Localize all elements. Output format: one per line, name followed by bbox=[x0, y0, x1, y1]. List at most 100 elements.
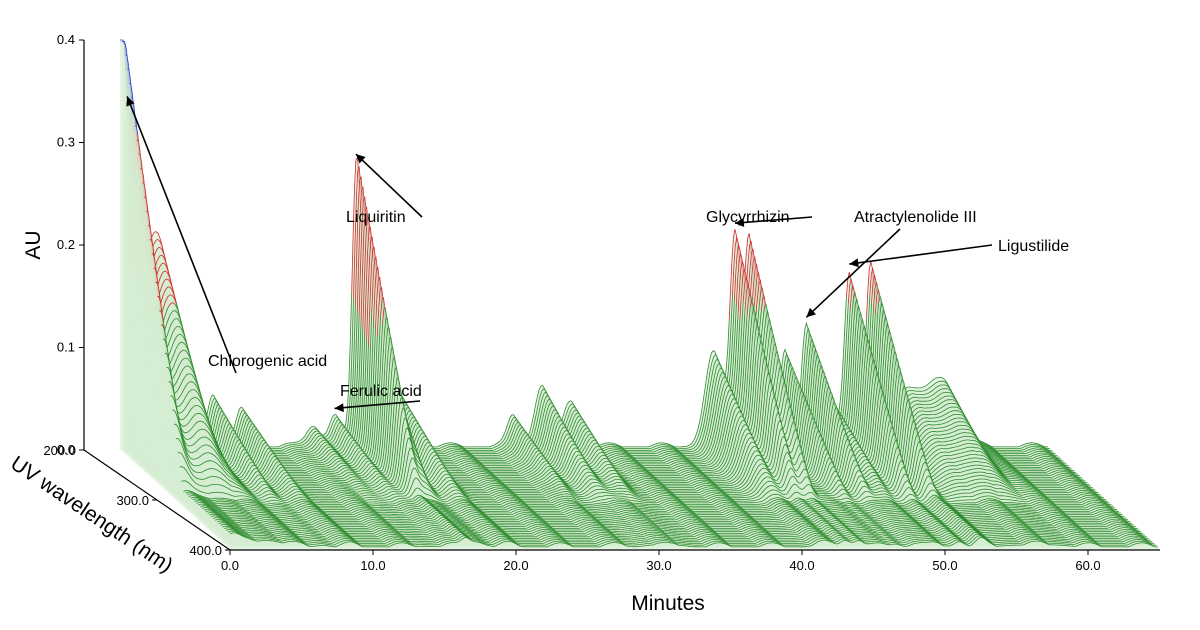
trace-line bbox=[203, 508, 1132, 524]
x-tick-label: 20.0 bbox=[503, 558, 528, 573]
trace-line bbox=[163, 294, 177, 308]
trace-line bbox=[753, 271, 761, 307]
trace-line bbox=[192, 498, 1121, 514]
trace-line bbox=[168, 381, 1097, 492]
annotation-label: Ferulic acid bbox=[340, 383, 422, 400]
spectral-traces bbox=[120, 39, 1160, 550]
trace-line bbox=[853, 292, 856, 299]
trace-line bbox=[163, 328, 1090, 485]
x-axis-title: Minutes bbox=[631, 592, 705, 615]
trace-line bbox=[186, 493, 1116, 509]
trace-line bbox=[156, 278, 176, 303]
y-tick-label: 0.2 bbox=[57, 237, 75, 252]
trace-line bbox=[384, 308, 1075, 472]
trace-line bbox=[198, 503, 1127, 519]
trace-line bbox=[847, 278, 853, 304]
trace-line bbox=[205, 510, 1134, 526]
trace-line bbox=[207, 512, 1136, 527]
y-tick-label: 0.3 bbox=[57, 135, 75, 150]
z-tick-label: 400.0 bbox=[189, 543, 222, 558]
trace-line bbox=[173, 423, 1103, 497]
annotation-arrow bbox=[734, 216, 813, 224]
x-tick-label: 40.0 bbox=[789, 558, 814, 573]
annotation-arrow bbox=[849, 244, 993, 265]
trace-line bbox=[878, 295, 881, 303]
trace-line bbox=[190, 496, 1119, 512]
trace-line bbox=[382, 308, 1071, 468]
trace-line bbox=[737, 260, 746, 314]
trace-line bbox=[873, 281, 879, 309]
trace-line bbox=[229, 532, 1159, 548]
trace-line bbox=[382, 298, 1073, 470]
trace-fill bbox=[120, 40, 1050, 450]
annotation-label: Chlorogenic acid bbox=[208, 353, 327, 370]
tick-labels: 0.0 0.1 0.2 0.3 0.4 0.0 10.0 20.0 30.0 40.0 50.0 60… bbox=[43, 32, 1100, 573]
trace-line bbox=[172, 409, 1101, 495]
annotation-arrowhead bbox=[734, 218, 745, 227]
trace-line bbox=[755, 278, 763, 314]
trace-line bbox=[760, 294, 766, 312]
annotation-arrowhead bbox=[334, 403, 344, 413]
trace-line bbox=[213, 517, 1142, 533]
trace-line bbox=[196, 501, 1125, 517]
trace-line bbox=[157, 296, 164, 320]
trace-line bbox=[170, 395, 1099, 494]
annotation-arrowhead bbox=[356, 154, 366, 164]
trace-line bbox=[220, 524, 1149, 539]
trace-line bbox=[134, 125, 139, 135]
y-tick-label: 0.1 bbox=[57, 340, 75, 355]
trace-line bbox=[201, 506, 1131, 522]
trace-line bbox=[185, 491, 1114, 507]
trace-line bbox=[162, 320, 1084, 480]
trace-line bbox=[209, 513, 1138, 529]
annotation-arrow bbox=[355, 153, 423, 218]
trace-line bbox=[759, 286, 765, 305]
x-tick-label: 60.0 bbox=[1075, 558, 1100, 573]
trace-line bbox=[386, 317, 1078, 475]
annotation-arrow bbox=[334, 400, 421, 410]
y-tick-label: 0.0 bbox=[57, 442, 75, 457]
trace-line bbox=[224, 527, 1153, 543]
trace-line bbox=[211, 515, 1140, 531]
trace-line bbox=[214, 518, 1144, 534]
trace-line bbox=[874, 288, 880, 315]
trace-line bbox=[849, 285, 855, 310]
trace-line bbox=[183, 490, 1112, 506]
peak-annotations: Chlorogenic acid Ferulic acid Liquiritin Gl… bbox=[126, 96, 1069, 413]
trace-line bbox=[380, 296, 386, 316]
trace-line bbox=[226, 529, 1155, 544]
trace-line bbox=[194, 500, 1123, 516]
trace-line bbox=[376, 286, 384, 337]
annotation-arrow bbox=[126, 96, 237, 374]
trace-line bbox=[181, 480, 1110, 504]
annotation-arrowhead bbox=[806, 307, 816, 318]
trace-line bbox=[218, 522, 1147, 538]
trace-line bbox=[746, 291, 752, 316]
trace-line bbox=[222, 525, 1151, 541]
trace-line bbox=[162, 319, 1086, 482]
trace-line bbox=[227, 530, 1157, 546]
trace-line bbox=[175, 437, 1104, 499]
trace-line bbox=[188, 495, 1118, 511]
z-tick-label: 300.0 bbox=[116, 493, 149, 508]
trace-line bbox=[160, 309, 1082, 478]
trace-line bbox=[160, 324, 165, 329]
trace-line bbox=[167, 302, 176, 308]
x-tick-label: 50.0 bbox=[932, 558, 957, 573]
trace-line bbox=[159, 286, 177, 306]
trace-line bbox=[749, 299, 754, 308]
x-tick-label: 30.0 bbox=[646, 558, 671, 573]
trace-line bbox=[216, 520, 1145, 536]
trace-fill bbox=[230, 532, 1160, 550]
annotation-arrow bbox=[805, 228, 901, 318]
annotation-arrowhead bbox=[126, 96, 135, 107]
x-tick-label: 10.0 bbox=[360, 558, 385, 573]
trace-line bbox=[382, 307, 386, 325]
trace-line bbox=[739, 268, 748, 321]
annotation-arrowhead bbox=[849, 258, 859, 268]
y-axis-title: AU bbox=[22, 230, 45, 259]
trace-line bbox=[380, 299, 1069, 467]
trace-line bbox=[159, 310, 164, 322]
trace-line bbox=[871, 274, 877, 302]
